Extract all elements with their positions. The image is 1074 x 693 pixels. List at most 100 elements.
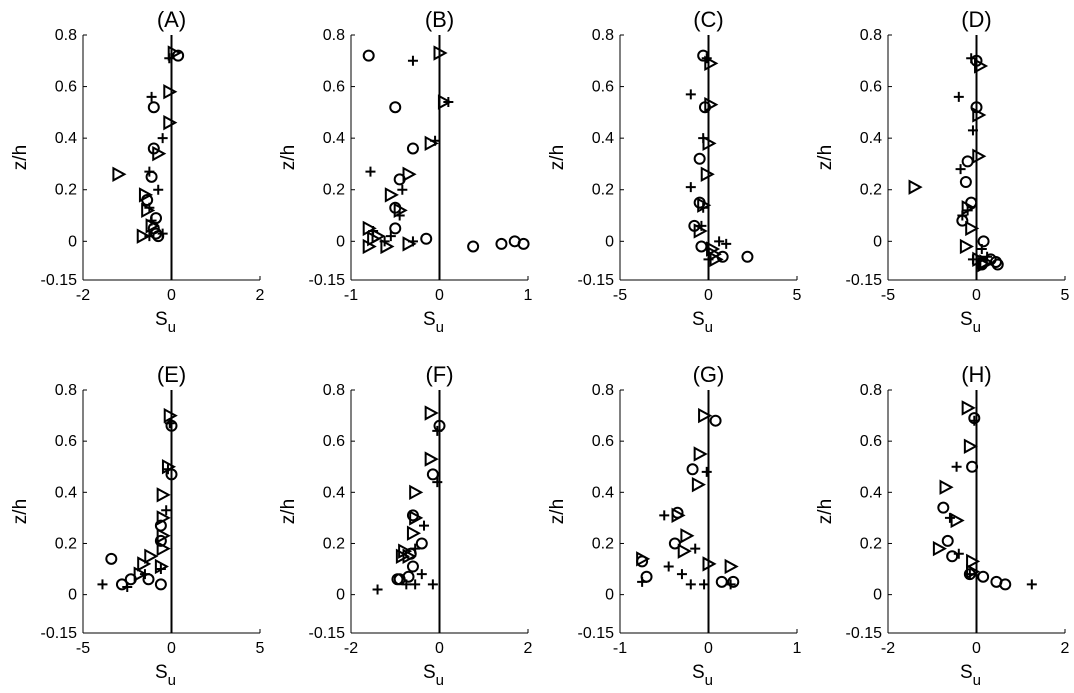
y-tick-label: -0.15 [578,272,615,289]
plus-marker [401,579,412,590]
triangle-marker [966,563,981,580]
x-axis-label: Su [960,309,981,336]
triangle-marker [939,479,954,495]
x-tick-label: 5 [793,287,802,304]
y-tick-label: 0.8 [592,382,614,399]
x-tick-label: 0 [435,287,444,304]
y-tick-label: 0.6 [592,79,614,96]
plus-marker [637,576,648,587]
y-tick-label: 0.2 [592,182,614,199]
triangle-marker [163,84,178,100]
y-tick-label: 0 [605,587,614,604]
circle-marker [941,534,954,547]
circle-marker [686,463,699,476]
x-tick-label: 1 [524,287,533,304]
circle-marker [937,501,950,514]
triangle-marker [698,407,713,424]
triangle-marker [693,223,708,239]
plus-marker [410,543,421,554]
circle-marker [695,240,708,253]
x-tick-label: -2 [881,640,895,657]
y-tick-label: 0.8 [592,27,614,44]
subplot-7: (H) -0.15 0 0.2 0.4 0.6 0.8 -2 0 2 Su z/h [815,362,1070,689]
plus-marker [690,543,701,554]
y-tick-label: 0.6 [592,433,614,450]
x-tick-label: 2 [1061,640,1070,657]
circle-marker [693,152,706,165]
triangle-marker [156,540,171,557]
circle-marker [741,250,754,263]
circle-marker [420,232,433,245]
plus-marker [432,425,443,436]
y-axis-label: z/h [815,145,836,170]
subplot-1: (B) -0.15 0 0.2 0.4 0.6 0.8 -1 0 1 Su z/h [278,7,533,336]
triangle-marker [706,241,721,257]
plus-marker [416,569,427,580]
circle-marker [145,170,158,183]
plus-marker [410,579,421,590]
y-tick-label: 0.4 [592,130,614,147]
triangle-marker [141,202,156,219]
plus-marker [385,231,396,242]
y-tick-label: 0 [873,587,882,604]
subplot-title: (C) [693,7,724,32]
plus-marker [397,184,408,195]
x-tick-label: 0 [704,640,713,657]
plus-marker [427,579,438,590]
plus-marker [432,477,443,488]
triangle-marker [144,548,159,564]
triangle-marker [156,487,171,503]
y-tick-label: 0.6 [323,79,345,96]
plus-marker [969,415,980,426]
y-tick-label: 0.8 [860,382,882,399]
circle-marker [697,49,710,62]
triangle-marker [112,166,127,182]
x-axis-label: Su [423,309,444,336]
plus-marker [1026,579,1037,590]
subplot-0: (A) -0.15 0 0.2 0.4 0.6 0.8 -2 0 2 Su z/h [10,7,265,336]
y-tick-label: 0.2 [55,535,77,552]
x-tick-label: 5 [1061,287,1070,304]
triangle-marker [156,510,171,526]
circle-marker [406,560,419,573]
triangle-marker [636,551,651,567]
circle-marker [977,235,990,248]
triangle-marker [702,556,717,572]
triangle-marker [963,438,978,454]
y-tick-label: 0 [336,233,345,250]
circle-marker [415,537,428,550]
plus-marker [157,133,168,144]
circle-marker [977,570,990,583]
triangle-marker [424,405,439,421]
x-axis-label: Su [423,662,444,689]
triangle-marker [724,558,739,575]
triangle-marker [380,238,395,255]
subplot-2: (C) -0.15 0 0.2 0.4 0.6 0.8 -5 0 5 Su z/h [547,7,802,336]
y-axis-label: z/h [278,499,299,524]
circle-marker [966,460,979,473]
circle-marker [105,552,118,565]
circle-marker [715,575,728,588]
circle-marker [154,534,167,547]
circle-marker [709,414,722,427]
circle-marker [426,468,439,481]
x-tick-label: 2 [256,287,265,304]
triangle-marker [137,556,152,572]
y-tick-label: 0.6 [323,433,345,450]
y-axis-label: z/h [547,145,568,170]
triangle-marker [704,55,719,72]
triangle-marker [393,202,408,219]
triangle-marker [138,187,154,203]
y-tick-label: 0.6 [860,433,882,450]
triangle-marker [972,148,987,164]
x-tick-label: 0 [972,287,981,304]
triangle-marker [145,218,160,234]
plus-marker [976,244,987,255]
y-tick-label: 0.6 [860,79,882,96]
x-tick-label: 1 [793,640,802,657]
y-tick-label: 0.6 [55,433,77,450]
y-tick-label: -0.15 [846,272,883,289]
triangle-marker [966,553,981,570]
triangle-marker [402,236,417,252]
x-axis-label: Su [692,309,713,336]
